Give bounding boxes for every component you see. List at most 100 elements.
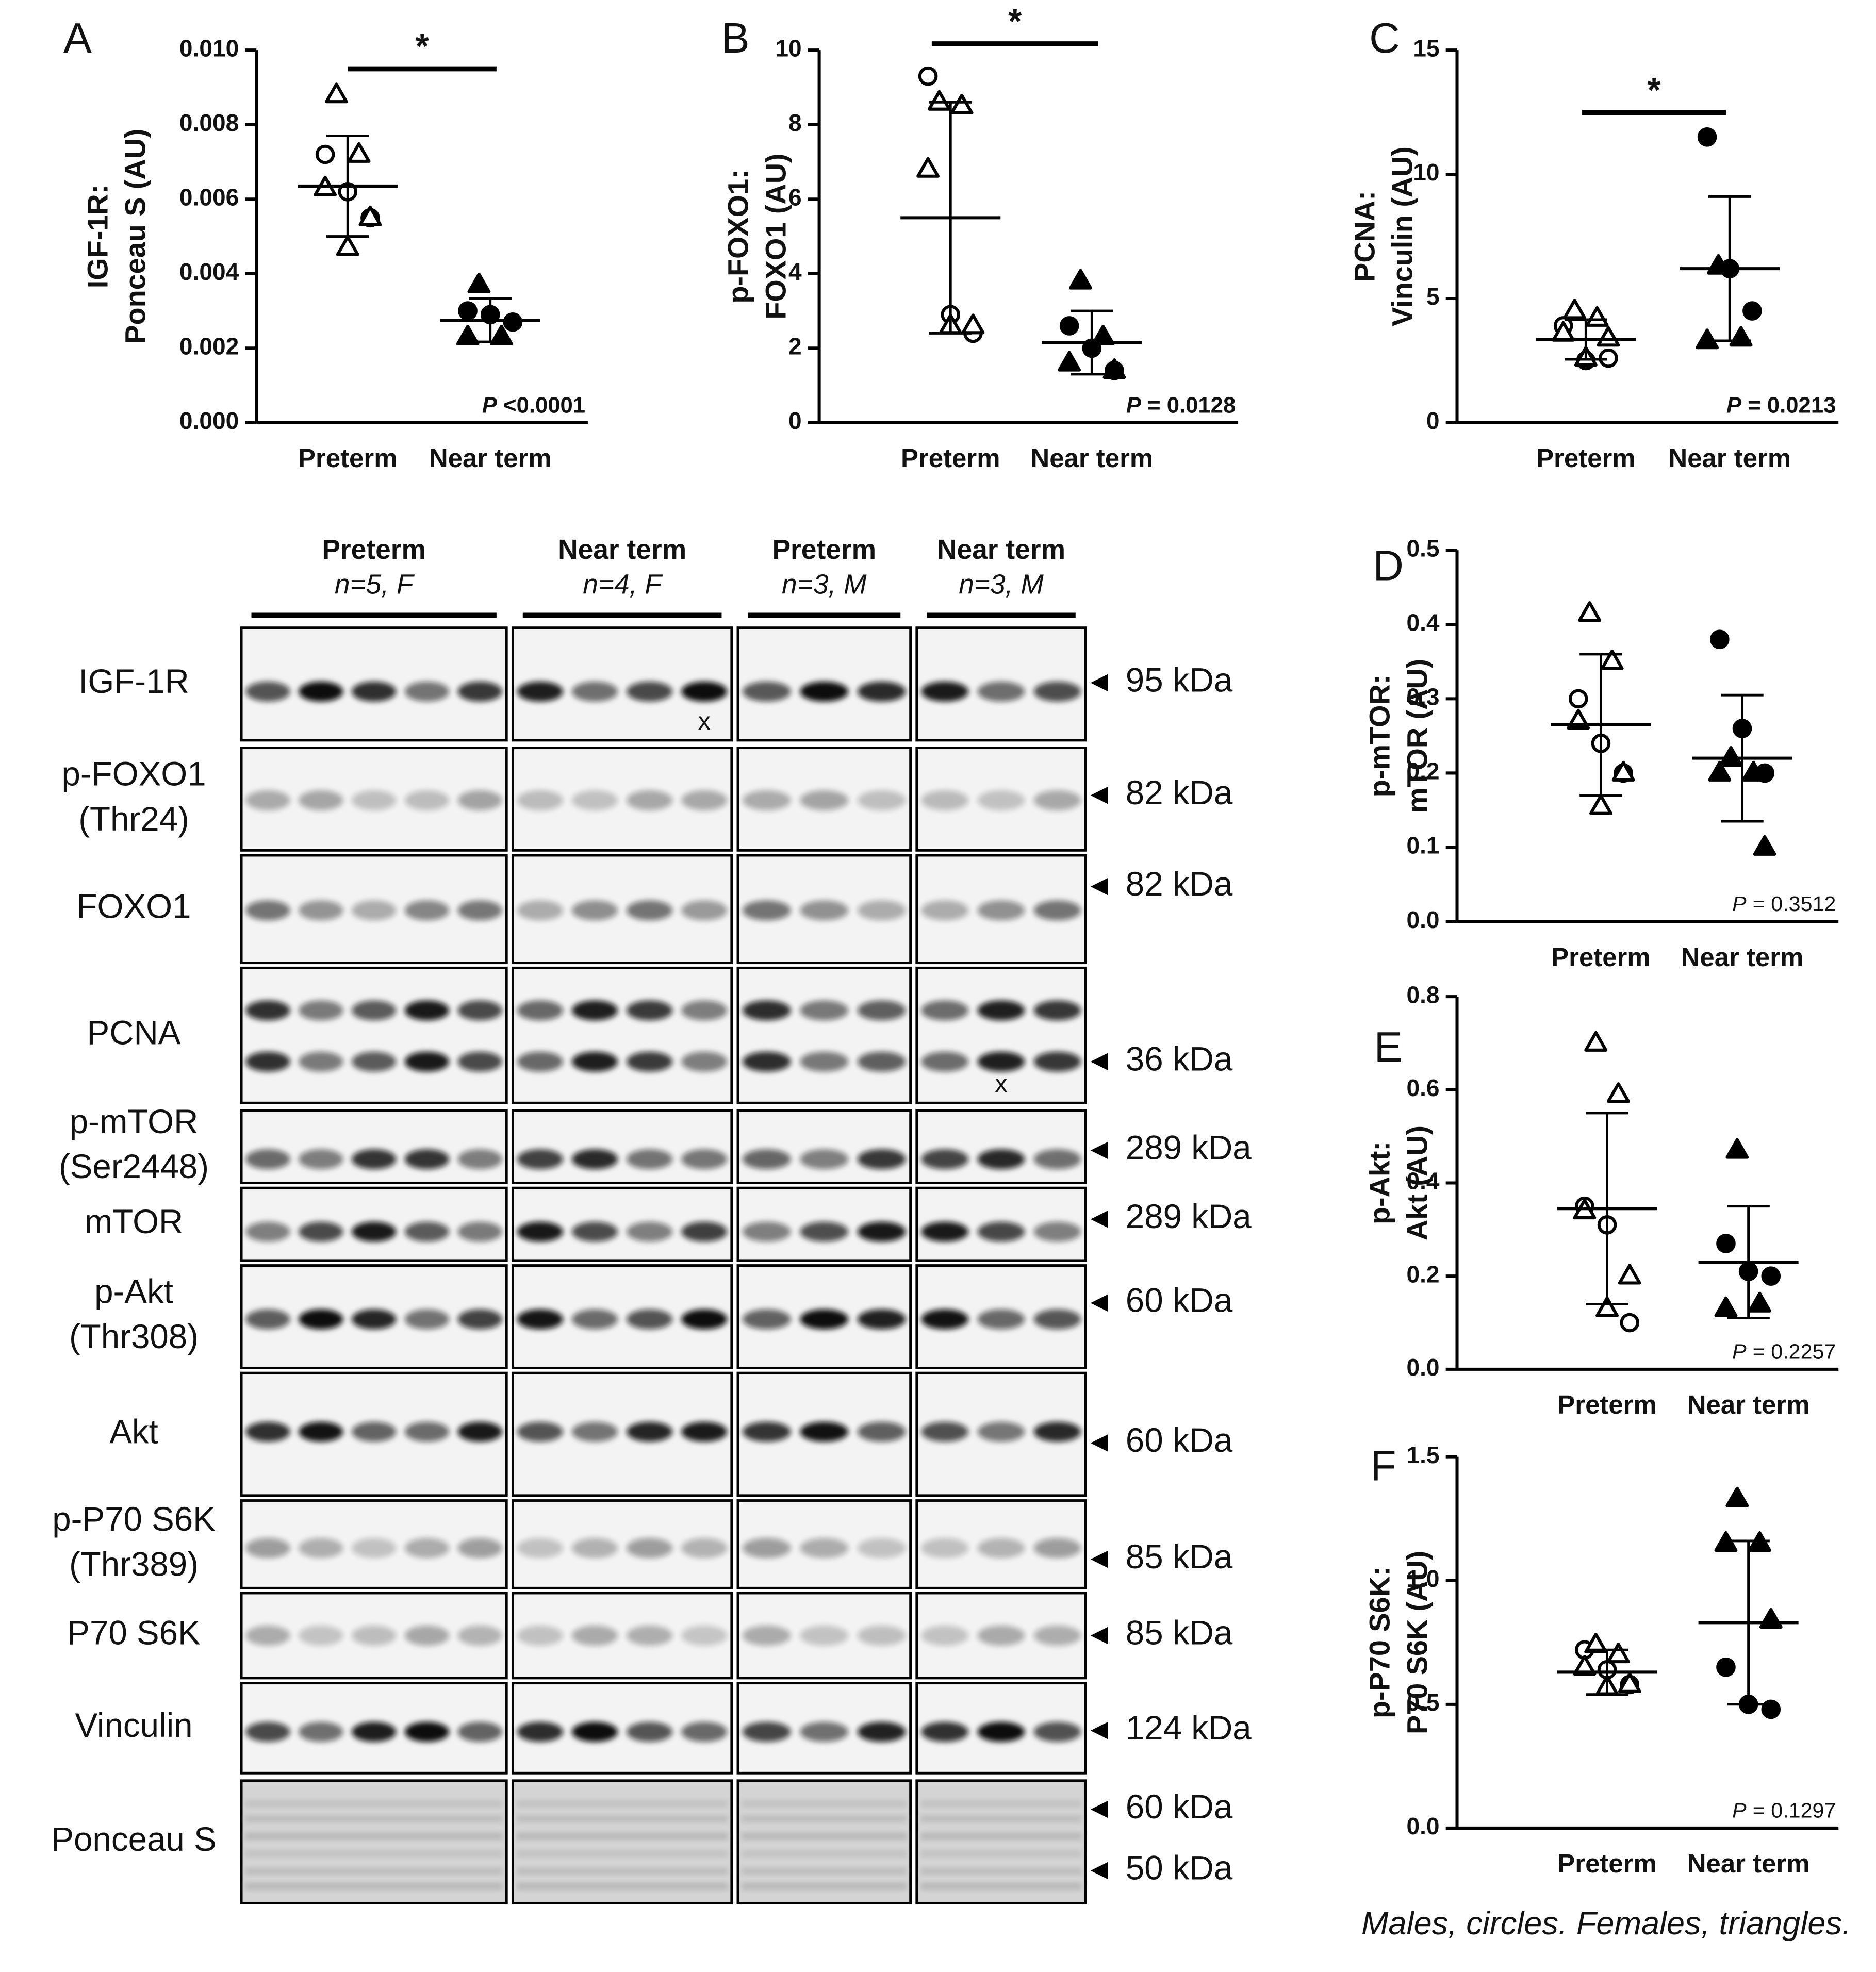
data-point	[1578, 601, 1602, 622]
blot-band	[404, 1051, 450, 1072]
blot-band	[681, 900, 728, 921]
blot-band	[1033, 1051, 1081, 1072]
x-tick-label: Near term	[429, 443, 552, 473]
data-point	[1568, 689, 1588, 709]
y-axis-label: mTOR (AU)	[1401, 659, 1433, 813]
p-value: P = 0.0213	[1726, 392, 1836, 418]
group-label: Preterm	[322, 535, 426, 565]
blot-band	[351, 681, 397, 702]
row-label: IGF-1R	[78, 662, 189, 700]
blot-band	[858, 790, 906, 810]
ponceau-stripe	[245, 1833, 503, 1840]
p-text: = 0.0213	[1748, 392, 1836, 418]
blot-band	[921, 1421, 969, 1442]
blot-band	[457, 1221, 503, 1242]
blot-band	[457, 1149, 503, 1169]
blot-band	[977, 1538, 1025, 1559]
data-point	[1697, 127, 1717, 147]
data-point	[1719, 746, 1743, 767]
y-axis-label: p-Akt:	[1364, 1141, 1396, 1224]
row-label: (Thr389)	[69, 1545, 199, 1583]
blot-band	[627, 1626, 673, 1646]
group-label: Near term	[937, 535, 1065, 565]
marker-arrow	[1090, 1294, 1108, 1312]
marker-label: 60 kDa	[1126, 1421, 1233, 1459]
blot-band	[299, 1538, 343, 1559]
y-tick-label: 0	[788, 407, 802, 434]
y-tick-label: 0.002	[179, 333, 239, 360]
marker-arrow	[1090, 877, 1108, 896]
marker-arrow	[1090, 1141, 1108, 1159]
significance-star: *	[415, 27, 429, 66]
blot-band	[858, 1538, 906, 1559]
blot-band	[457, 790, 503, 810]
blot-band	[800, 1421, 849, 1442]
data-point	[1761, 1266, 1781, 1286]
blot-band	[800, 1149, 849, 1169]
data-point	[1729, 326, 1753, 347]
data-point	[916, 157, 940, 178]
blot-band	[800, 900, 849, 921]
blot-band	[245, 681, 290, 702]
blot-band	[351, 1421, 397, 1442]
blot-band	[517, 1309, 564, 1330]
x-tick-label: Preterm	[1557, 1849, 1656, 1878]
y-axis-label: PCNA:	[1349, 191, 1381, 282]
blot-band	[627, 900, 673, 921]
panel-letter: F	[1370, 1443, 1396, 1490]
y-tick-label: 0.5	[1406, 1689, 1439, 1716]
data-point	[1714, 1296, 1738, 1317]
data-point	[456, 325, 480, 346]
y-tick-label: 0.4	[1406, 609, 1439, 636]
ponceau-stripe	[516, 1868, 728, 1875]
blot-band	[681, 790, 728, 810]
blot-band	[299, 1421, 343, 1442]
y-tick-label: 0.008	[179, 109, 239, 136]
row-label: Akt	[109, 1413, 158, 1450]
y-tick-label: 0.010	[179, 35, 239, 61]
marker-label: 289 kDa	[1126, 1129, 1252, 1167]
blot-band	[571, 900, 618, 921]
marker-label: 85 kDa	[1126, 1538, 1233, 1576]
marker-label: 36 kDa	[1126, 1040, 1233, 1078]
ponceau-stripe	[245, 1883, 503, 1890]
blot-band	[351, 1221, 397, 1242]
blot-band	[921, 1051, 969, 1072]
blot-band	[351, 1626, 397, 1646]
blot-band	[742, 1149, 791, 1169]
significance-star: *	[1008, 2, 1022, 41]
data-point	[1741, 760, 1765, 782]
data-point	[1058, 351, 1081, 372]
y-axis-label: p-FOXO1:	[722, 169, 754, 303]
ponceau-stripe	[516, 1833, 728, 1840]
blot-band	[921, 1721, 969, 1742]
blot-band	[977, 1000, 1025, 1021]
blot-band	[681, 1309, 728, 1330]
blot-band	[571, 1221, 618, 1242]
p-symbol: P	[1726, 392, 1742, 418]
blot-band	[571, 1051, 618, 1072]
y-axis-label: P70 S6K (AU)	[1401, 1551, 1433, 1734]
blot-band	[457, 1626, 503, 1646]
row-label: (Ser2448)	[59, 1148, 209, 1185]
data-point	[324, 82, 348, 104]
data-point	[458, 301, 478, 321]
p-symbol: P	[1732, 892, 1747, 916]
blot-band	[627, 1538, 673, 1559]
blot-band	[517, 900, 564, 921]
blot-band	[299, 1221, 343, 1242]
marker-label: 124 kDa	[1126, 1709, 1252, 1747]
blot-band	[742, 900, 791, 921]
y-tick-label: 0	[1426, 407, 1440, 434]
blot-band	[977, 1421, 1025, 1442]
marker-arrow	[1090, 1550, 1108, 1568]
y-axis-label: Akt (AU)	[1401, 1125, 1433, 1240]
blot-band	[457, 1721, 503, 1742]
blot-band	[921, 900, 969, 921]
blot-band	[299, 1309, 343, 1330]
y-tick-label: 1.5	[1406, 1441, 1439, 1468]
blot-band	[571, 1721, 618, 1742]
blot-band	[627, 1051, 673, 1072]
data-point	[1069, 269, 1092, 290]
ponceau-stripe	[245, 1850, 503, 1857]
